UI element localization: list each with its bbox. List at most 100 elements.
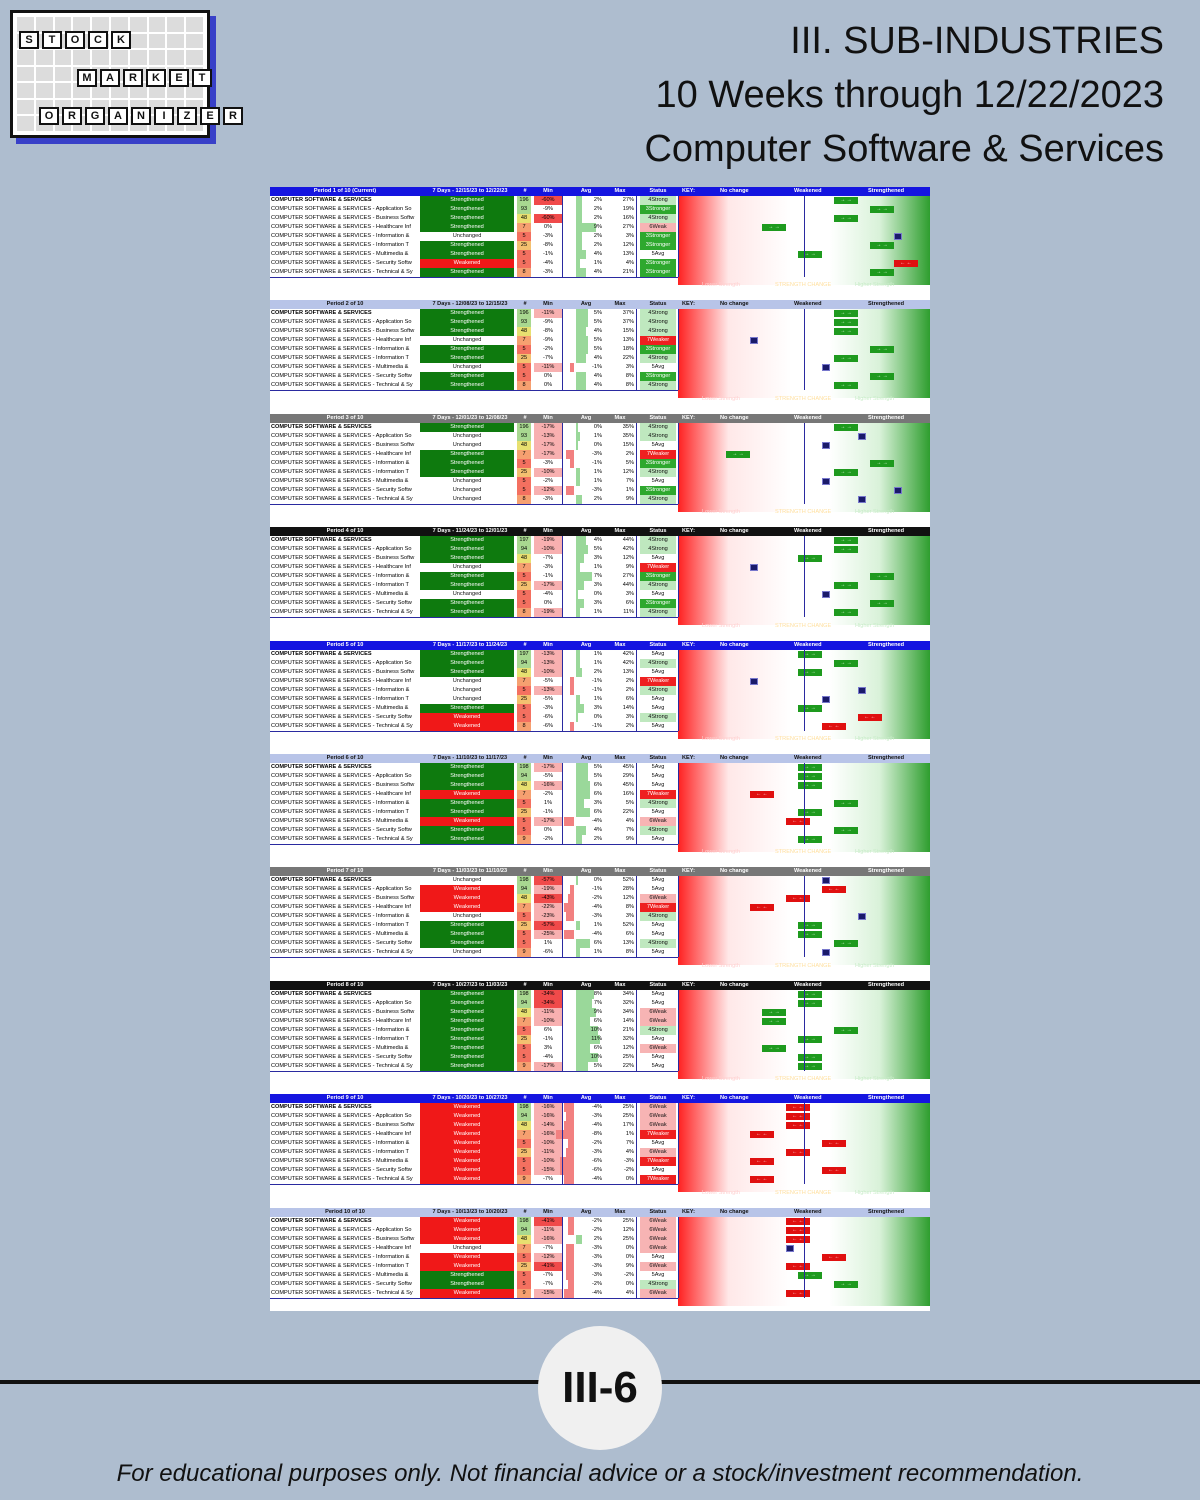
table-row: COMPUTER SOFTWARE & SERVICES - Security … [270,599,930,609]
strengthened-arrow-icon: → → [726,450,750,458]
avg-change: 4% [593,269,602,275]
max-change: 32% [622,999,634,1006]
table-row: COMPUTER SOFTWARE & SERVICES - Informati… [270,241,930,250]
col-min-header: Min [543,641,553,648]
sub-industry-name: COMPUTER SOFTWARE & SERVICES - Applicati… [271,999,412,1006]
column-divider [562,309,563,391]
change-status: Weakened [420,712,514,722]
logo-letter: R [223,107,243,125]
weakened-arrow-icon: ← ← [786,818,810,825]
change-status: Weakened [420,259,514,268]
column-divider [562,1103,563,1185]
strength-status: 3Stronger [640,372,676,382]
avg-bar [566,1148,574,1158]
logo-letter: O [65,31,85,49]
stock-count: 93 [517,318,531,328]
stock-count: 5 [517,345,531,355]
max-change: 4% [625,1289,634,1296]
max-change: 12% [622,242,634,248]
min-change: -60% [534,214,562,223]
max-change: 8% [625,373,634,380]
avg-bar [576,1052,598,1062]
avg-change: -3% [592,1262,602,1269]
avg-change: 10% [590,1026,602,1033]
max-change: 25% [622,1235,634,1242]
key-label: KEY: [682,868,695,875]
stock-count: 25 [517,581,531,591]
min-change: -7% [534,1279,562,1289]
stock-count: 5 [517,1279,531,1289]
period-label: Period 3 of 10 [326,414,364,421]
logo-grid-cell [167,33,185,49]
avg-bar [576,608,580,618]
period-block: Lower Strength STRENGTH CHANGE Higher Stre… [270,282,930,413]
sub-industry-name: COMPUTER SOFTWARE & SERVICES - Multimedi… [271,251,409,257]
stock-count: 7 [517,676,531,686]
stock-count: 5 [517,1270,531,1280]
weakened-arrow-icon: ← ← [822,1140,846,1148]
lower-strength-label: Lower Strength [702,509,740,516]
sub-industry-name: COMPUTER SOFTWARE & SERVICES - Security … [271,1053,412,1060]
avg-bar [576,1043,590,1053]
sub-industry-name: COMPUTER SOFTWARE & SERVICES - Healthcar… [271,1244,411,1251]
period-block: Lower Strength STRENGTH CHANGE Higher Stre… [270,509,930,640]
change-status: Weakened [420,790,514,799]
max-change: 12% [622,1226,634,1233]
logo-letter: R [123,69,143,87]
max-change: 0% [625,1253,634,1260]
stock-count: 93 [517,205,531,214]
max-change: 6% [625,600,634,607]
avg-bar [576,581,584,591]
change-status: Strengthened [420,930,514,940]
strength-status: 5Avg [640,989,676,999]
change-status: Strengthened [420,1061,514,1071]
sub-industry-name: COMPUTER SOFTWARE & SERVICES - Security … [271,600,412,607]
period-dates: 7 Days - 10/27/23 to 11/03/23 [432,981,508,988]
change-status: Unchanged [420,232,514,241]
period-label: Period 6 of 10 [326,755,364,761]
table-row: COMPUTER SOFTWARE & SERVICES - Informati… [270,1252,930,1262]
strength-status: 6Weak [640,1007,676,1017]
avg-change: 5% [593,546,602,553]
strengthened-arrow-icon: → → [798,668,822,676]
strengthened-arrow-icon: → → [798,1053,822,1061]
col-status-header: Status [649,641,667,648]
col-status-header: Status [649,188,667,194]
min-change: -9% [534,336,562,346]
sub-industry-name: COMPUTER SOFTWARE & SERVICES - Applicati… [271,1113,412,1120]
strength-status: 5Avg [640,1052,676,1062]
col-status-header: Status [649,528,667,535]
table-row: COMPUTER SOFTWARE & SERVICES - Healthcar… [270,903,930,913]
period-dates: 7 Days - 11/10/23 to 11/17/23 [432,755,508,761]
min-change: -10% [534,1016,562,1026]
sub-industry-name: COMPUTER SOFTWARE & SERVICES - Informati… [271,913,410,920]
max-change: 12% [622,895,634,902]
sub-industry-name: COMPUTER SOFTWARE & SERVICES [271,537,372,544]
no-change-marker-icon [894,486,902,494]
key-weakened: Weakened [794,1095,822,1102]
change-status: Strengthened [420,799,514,808]
table-row: COMPUTER SOFTWARE & SERVICES - Business … [270,894,930,904]
avg-bar [576,572,592,582]
strength-status: 7Weaker [640,903,676,913]
title-line-2: 10 Weeks through 12/22/2023 [655,74,1164,116]
min-change: -17% [534,817,562,826]
sub-industry-name: COMPUTER SOFTWARE & SERVICES - Informati… [271,242,409,248]
no-change-marker-icon [858,686,866,694]
avg-bar [576,948,580,958]
logo-grid-cell [148,17,166,32]
key-weakened: Weakened [794,414,822,421]
key-no-change: No change [720,528,749,535]
change-status: Strengthened [420,214,514,223]
lower-strength-label: Lower Strength [702,736,740,742]
avg-bar [564,817,574,826]
col-num-header: # [523,301,527,308]
higher-strength-label: Higher Strength [855,736,895,742]
table-row: COMPUTER SOFTWARE & SERVICES - Healthcar… [270,676,930,686]
min-change: 1% [534,939,562,949]
max-change: 16% [622,791,634,797]
col-min-header: Min [543,414,553,421]
sub-industry-name: COMPUTER SOFTWARE & SERVICES - Applicati… [271,1226,412,1233]
col-min-header: Min [543,188,553,194]
